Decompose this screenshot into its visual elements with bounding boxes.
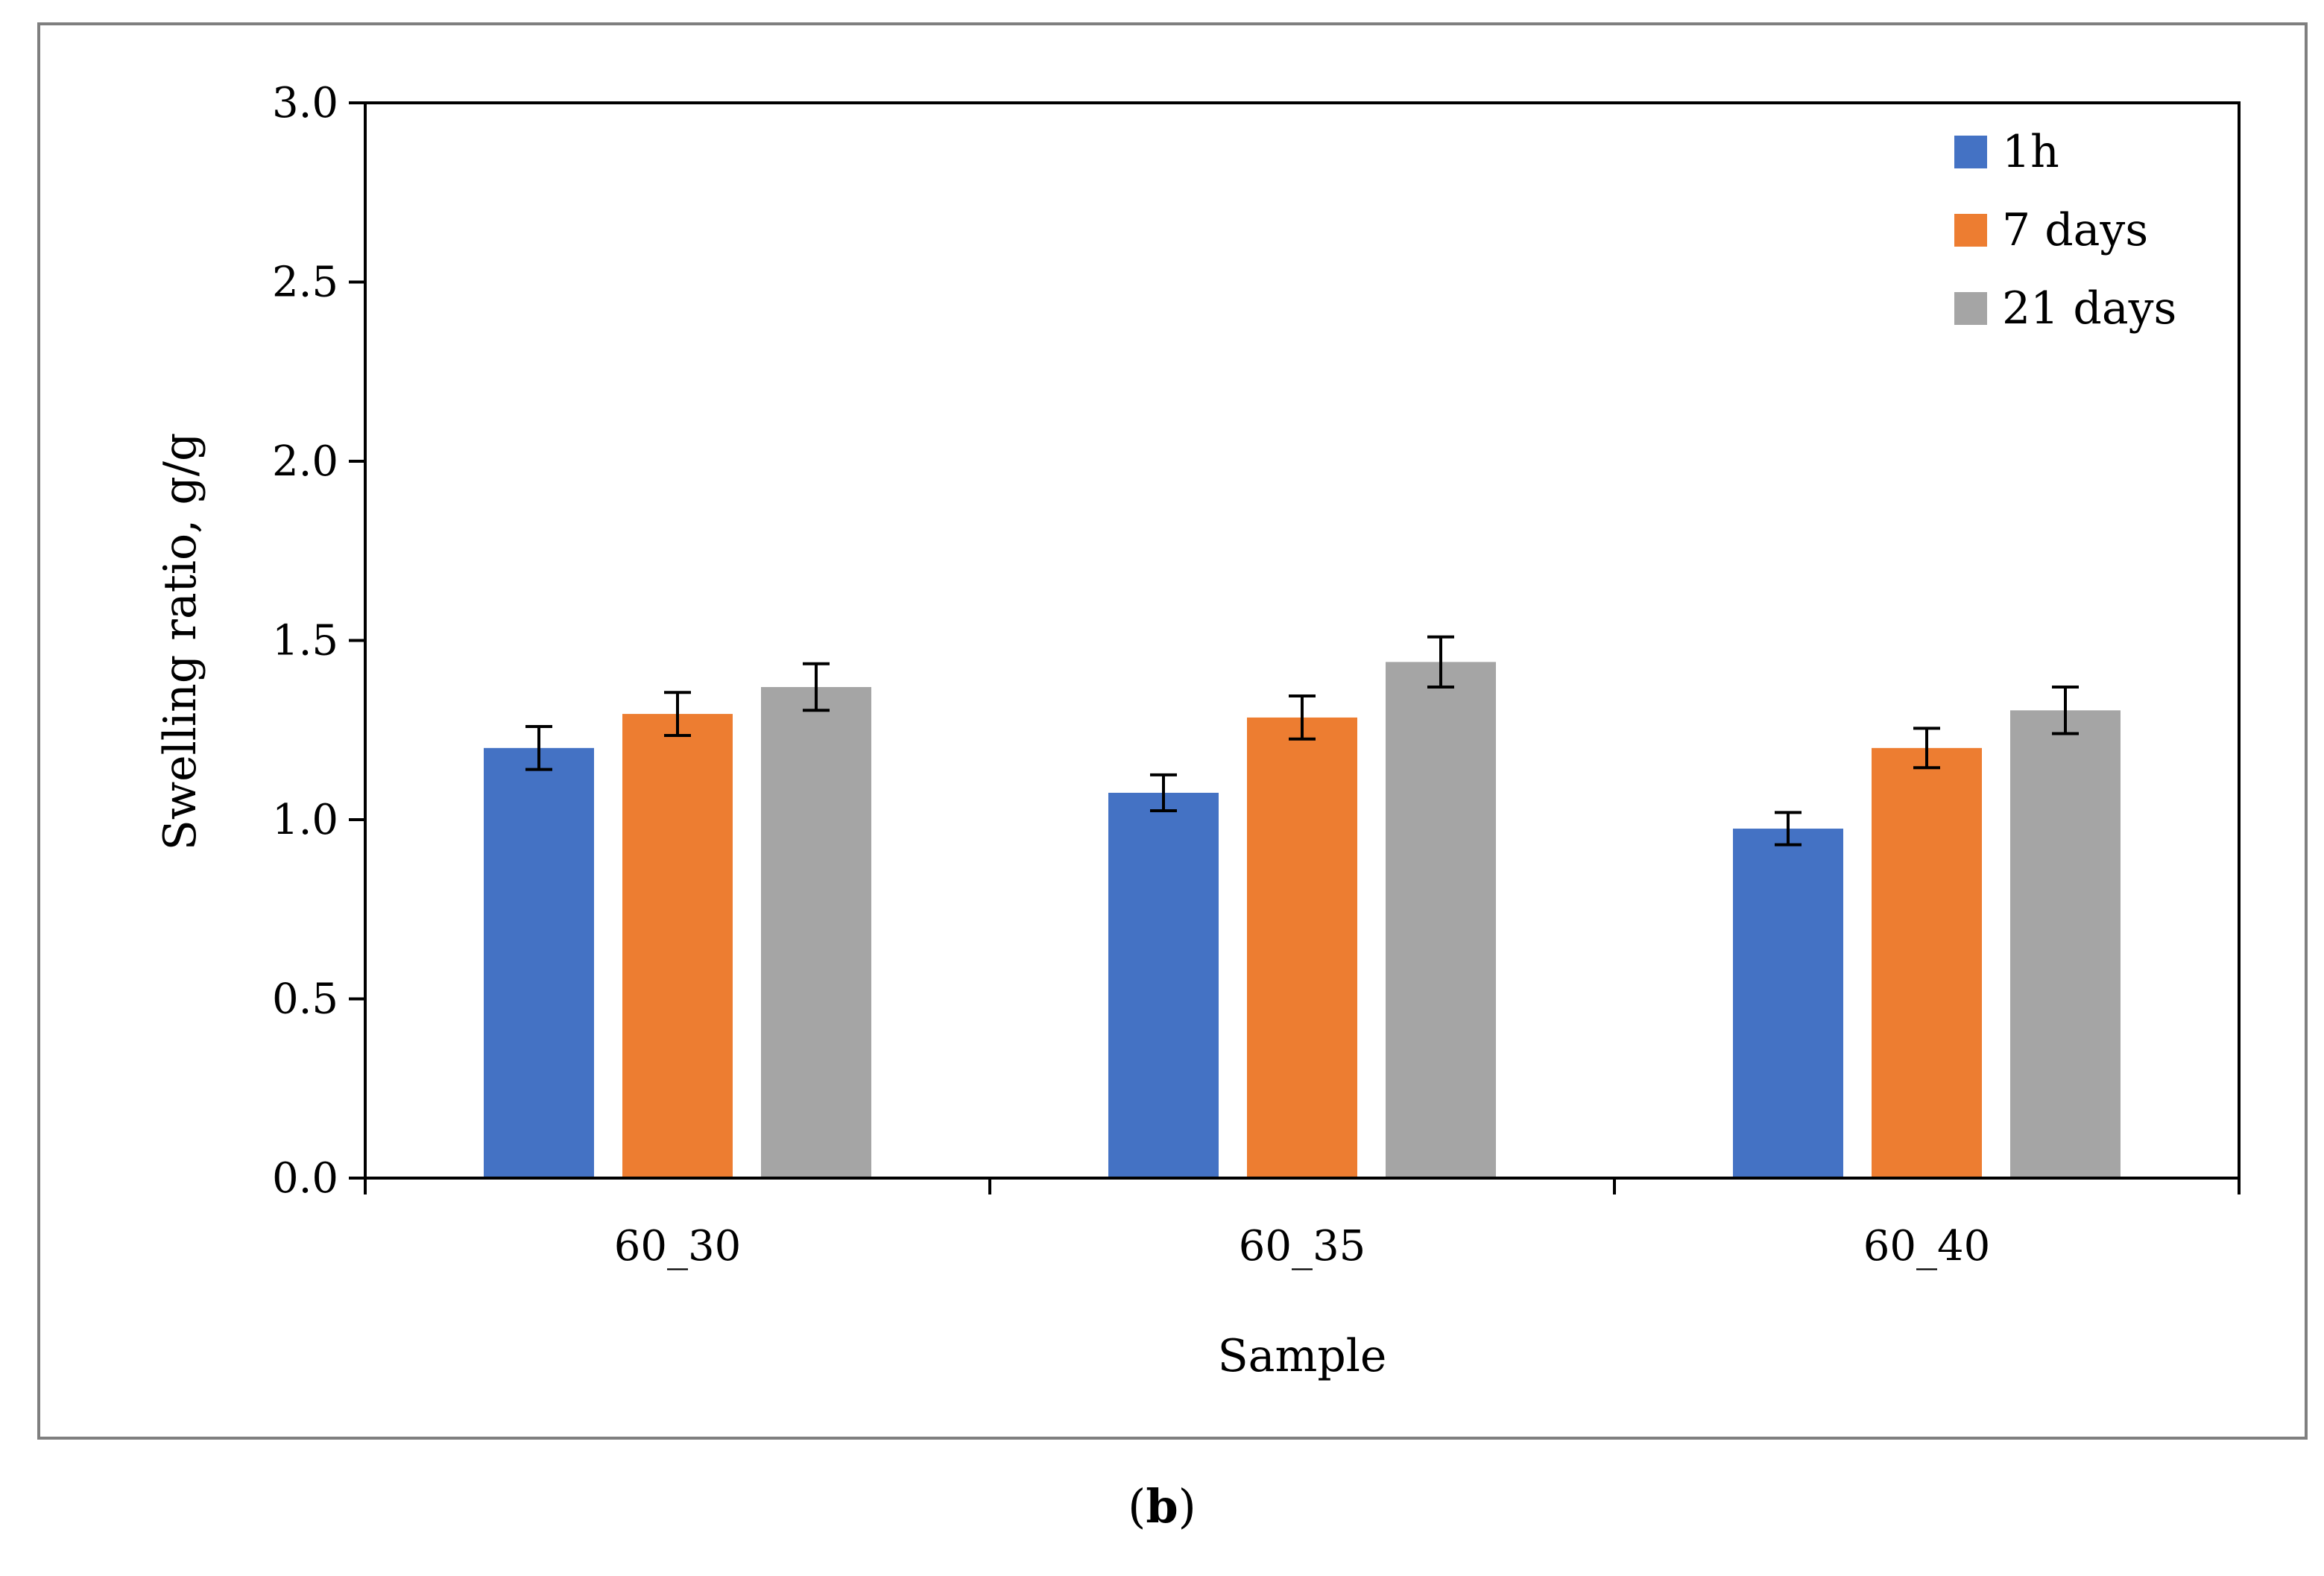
y-axis-title: Swelling ratio, g/g xyxy=(154,433,206,851)
y-tick-label: 3.0 xyxy=(272,79,338,127)
bar-1h-60_40 xyxy=(1733,829,1843,1178)
bar-7-days-60_35 xyxy=(1247,717,1357,1178)
panel-label-letter: b xyxy=(1146,1479,1178,1534)
error-bar-21-days-60_30 xyxy=(803,662,830,712)
panel-label-close: ) xyxy=(1178,1479,1196,1534)
bars-layer xyxy=(484,662,2121,1178)
chart-frame xyxy=(37,22,2308,1440)
error-bars-layer xyxy=(525,635,2079,846)
legend-swatch-21-days xyxy=(1954,292,1987,325)
x-tick-label: 60_30 xyxy=(614,1222,742,1270)
error-bar-1h-60_30 xyxy=(525,724,552,771)
y-tick-label: 0.5 xyxy=(272,975,338,1024)
x-tick-label: 60_40 xyxy=(1863,1222,1991,1270)
panel-label: (b) xyxy=(0,1479,2324,1534)
bar-21-days-60_35 xyxy=(1386,662,1496,1178)
legend-label-1h: 1h xyxy=(2002,126,2059,178)
x-axis-title: Sample xyxy=(1218,1330,1387,1382)
error-bar-7-days-60_40 xyxy=(1913,727,1940,770)
error-bar-21-days-60_35 xyxy=(1427,635,1454,689)
error-bar-1h-60_40 xyxy=(1775,811,1802,846)
error-bar-7-days-60_30 xyxy=(664,691,691,737)
panel-label-open: ( xyxy=(1128,1479,1146,1534)
bar-1h-60_30 xyxy=(484,747,594,1178)
bar-21-days-60_40 xyxy=(2010,710,2121,1178)
legend: 1h 7 days 21 days xyxy=(1954,126,2176,335)
error-bar-21-days-60_40 xyxy=(2052,686,2079,735)
legend-swatch-1h xyxy=(1954,136,1987,168)
error-bar-1h-60_35 xyxy=(1150,773,1177,812)
bar-7-days-60_40 xyxy=(1872,747,1982,1178)
y-tick-label: 2.5 xyxy=(272,259,338,307)
bar-7-days-60_30 xyxy=(622,714,733,1178)
x-tick-label: 60_35 xyxy=(1239,1222,1366,1270)
y-tick-label: 0.0 xyxy=(272,1154,338,1203)
legend-label-7-days: 7 days xyxy=(2002,204,2148,256)
y-tick-label: 1.0 xyxy=(272,796,338,844)
y-tick-label: 2.0 xyxy=(272,437,338,486)
axes-layer: 0.0 0.5 1.0 1.5 2.0 2.5 3.0 60_30 60_35 60_40 xyxy=(272,79,2241,1270)
error-bar-7-days-60_35 xyxy=(1289,694,1316,741)
legend-swatch-7-days xyxy=(1954,214,1987,247)
bar-21-days-60_30 xyxy=(761,687,871,1178)
bar-1h-60_35 xyxy=(1108,792,1219,1178)
y-tick-label: 1.5 xyxy=(272,617,338,665)
legend-label-21-days: 21 days xyxy=(2002,282,2176,335)
